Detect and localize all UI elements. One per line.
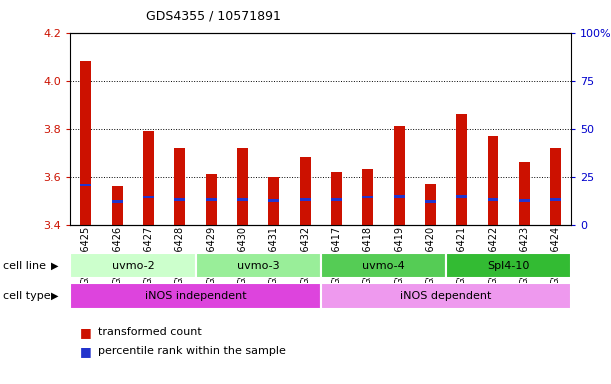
Text: iNOS dependent: iNOS dependent <box>400 291 492 301</box>
Bar <box>519 199 530 202</box>
Bar <box>268 177 279 225</box>
Text: uvmo-3: uvmo-3 <box>237 261 279 271</box>
Bar <box>143 131 154 225</box>
Text: ▶: ▶ <box>51 261 58 271</box>
Bar <box>237 148 248 225</box>
Bar <box>488 198 499 200</box>
Bar <box>425 184 436 225</box>
Text: GDS4355 / 10571891: GDS4355 / 10571891 <box>147 10 281 23</box>
Bar <box>425 200 436 202</box>
Bar <box>174 198 185 201</box>
Text: uvmo-2: uvmo-2 <box>112 261 154 271</box>
Bar <box>174 148 185 225</box>
Bar <box>206 198 217 201</box>
Bar <box>70 33 571 225</box>
Text: cell type: cell type <box>3 291 51 301</box>
Text: percentile rank within the sample: percentile rank within the sample <box>98 346 285 356</box>
Bar <box>331 172 342 225</box>
Bar <box>112 186 123 225</box>
Bar <box>362 169 373 225</box>
Text: cell line: cell line <box>3 261 46 271</box>
Bar <box>456 114 467 225</box>
Text: ▶: ▶ <box>51 291 58 301</box>
Bar <box>196 253 321 278</box>
Bar <box>206 174 217 225</box>
Bar <box>446 253 571 278</box>
Bar <box>70 253 196 278</box>
Bar <box>456 195 467 198</box>
Text: ■: ■ <box>79 345 91 358</box>
Bar <box>488 136 499 225</box>
Bar <box>393 195 404 198</box>
Bar <box>299 199 310 201</box>
Bar <box>519 162 530 225</box>
Bar <box>143 195 154 199</box>
Bar <box>321 283 571 309</box>
Text: transformed count: transformed count <box>98 327 202 337</box>
Bar <box>81 184 92 187</box>
Text: Spl4-10: Spl4-10 <box>488 261 530 271</box>
Bar <box>268 199 279 202</box>
Bar <box>550 148 561 225</box>
Bar <box>81 61 92 225</box>
Bar <box>299 157 310 225</box>
Bar <box>331 198 342 201</box>
Bar <box>321 253 446 278</box>
Bar <box>70 283 321 309</box>
Bar <box>393 126 404 225</box>
Bar <box>550 198 561 201</box>
Text: iNOS independent: iNOS independent <box>145 291 246 301</box>
Bar <box>362 195 373 199</box>
Bar <box>237 198 248 201</box>
Text: ■: ■ <box>79 326 91 339</box>
Bar <box>112 200 123 203</box>
Text: uvmo-4: uvmo-4 <box>362 261 404 271</box>
